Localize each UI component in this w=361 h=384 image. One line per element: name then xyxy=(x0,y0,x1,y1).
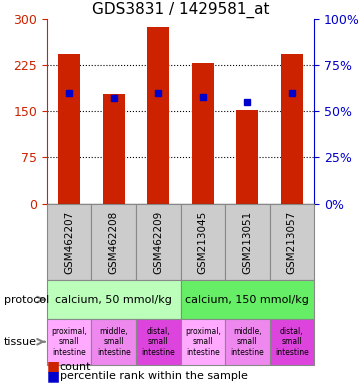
Bar xyxy=(103,94,125,204)
Text: calcium, 150 mmol/kg: calcium, 150 mmol/kg xyxy=(185,295,309,305)
Title: GDS3831 / 1429581_at: GDS3831 / 1429581_at xyxy=(92,2,269,18)
Text: tissue: tissue xyxy=(4,337,36,347)
Text: calcium, 50 mmol/kg: calcium, 50 mmol/kg xyxy=(55,295,172,305)
Text: GSM462209: GSM462209 xyxy=(153,210,163,273)
Text: percentile rank within the sample: percentile rank within the sample xyxy=(60,371,247,381)
Text: proximal,
small
intestine: proximal, small intestine xyxy=(51,327,87,357)
Text: GSM213051: GSM213051 xyxy=(242,210,252,273)
Bar xyxy=(280,54,303,204)
Bar xyxy=(236,109,258,204)
Text: middle,
small
intestine: middle, small intestine xyxy=(97,327,131,357)
Text: GSM213057: GSM213057 xyxy=(287,210,297,273)
Text: middle,
small
intestine: middle, small intestine xyxy=(230,327,264,357)
Text: ■: ■ xyxy=(47,360,60,374)
Text: distal,
small
intestine: distal, small intestine xyxy=(142,327,175,357)
Text: protocol: protocol xyxy=(4,295,49,305)
Text: count: count xyxy=(60,362,91,372)
Text: GSM213045: GSM213045 xyxy=(198,210,208,273)
Bar xyxy=(192,63,214,204)
Text: GSM462208: GSM462208 xyxy=(109,210,119,273)
Text: GSM462207: GSM462207 xyxy=(64,210,74,273)
Bar xyxy=(58,54,80,204)
Text: proximal,
small
intestine: proximal, small intestine xyxy=(185,327,221,357)
Bar xyxy=(147,26,169,204)
Text: distal,
small
intestine: distal, small intestine xyxy=(275,327,309,357)
Text: ■: ■ xyxy=(47,369,60,383)
